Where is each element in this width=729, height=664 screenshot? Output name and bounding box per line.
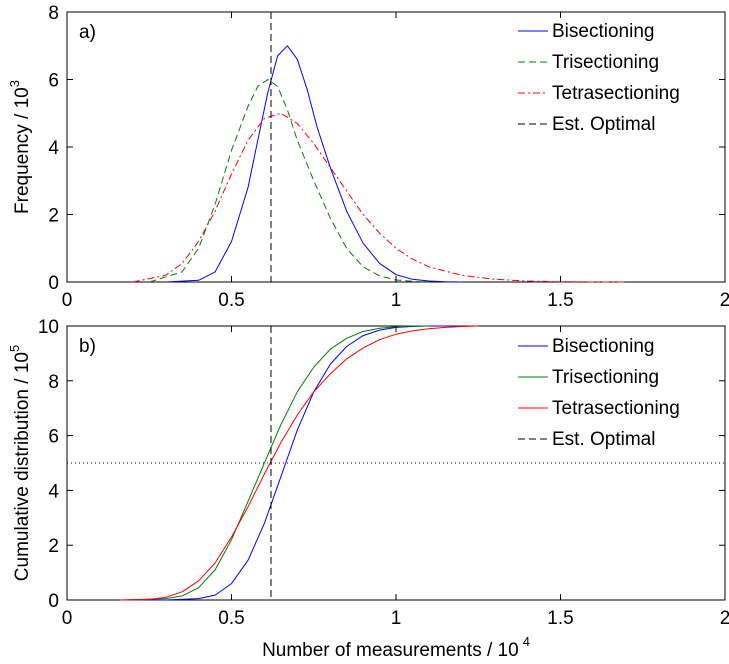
panel-b-legend-item: Trisectioning (518, 367, 659, 388)
panel-a-series (132, 12, 627, 283)
panel-b-legend-item: Est. Optimal (518, 429, 655, 450)
panel-b-legend-label: Trisectioning (552, 367, 659, 388)
panel-a-legend-item: Bisectioning (518, 21, 654, 42)
panel-b-ytick-label: 10 (38, 317, 59, 338)
panel-a: 0 0.5 1 1.5 2 0 2 4 6 8 a) Frequency / 103 Bisect… (7, 3, 729, 311)
panel-b-xtick-label: 1 (391, 608, 402, 629)
panel-b-ytick-label: 0 (48, 591, 59, 612)
panel-b-xtick-label: 1.5 (547, 608, 573, 629)
panel-b-series-tetrasectioning (119, 325, 479, 601)
panel-a-xtick-label: 0 (62, 290, 73, 311)
panel-b-legend-label: Est. Optimal (552, 429, 655, 450)
panel-a-series-bisectioning (165, 45, 462, 283)
panel-b-ticks: 0 0.5 1 1.5 2 0 2 4 6 8 10 (38, 317, 729, 629)
panel-b-ytick-label: 6 (48, 427, 59, 448)
panel-b: 0 0.5 1 1.5 2 0 2 4 6 8 10 b) Cumulative distribut… (7, 317, 729, 661)
panel-a-xtick-label: 0.5 (218, 290, 244, 311)
panel-b-legend-label: Tetrasectioning (552, 398, 680, 419)
panel-a-xtick-label: 2 (720, 290, 729, 311)
panel-b-legend: Bisectioning Trisectioning Tetrasectioning… (518, 336, 680, 450)
panel-a-legend-label: Tetrasectioning (552, 83, 680, 104)
panel-b-legend-item: Bisectioning (518, 336, 654, 357)
panel-b-series-bisectioning (119, 325, 462, 601)
panel-b-xlabel-text: Number of measurements / 10 (262, 640, 519, 661)
panel-b-ylabel: Cumulative distribution / 105 (7, 345, 33, 581)
panel-b-ytick-label: 2 (48, 536, 59, 557)
svg-text:Frequency / 103: Frequency / 103 (7, 80, 33, 214)
panel-a-ylabel-exponent: 3 (7, 80, 22, 87)
panel-b-xtick-label: 2 (720, 608, 729, 629)
panel-a-legend-item: Est. Optimal (518, 114, 655, 135)
panel-a-ytick-label: 8 (48, 3, 59, 24)
panel-a-xtick-label: 1 (391, 290, 402, 311)
panel-b-xlabel: Number of measurements / 10 4 (262, 634, 530, 661)
panel-b-label: b) (79, 336, 96, 357)
panel-b-series (119, 325, 479, 601)
panel-b-xlabel-exponent: 4 (523, 634, 530, 649)
panel-a-ytick-label: 2 (48, 206, 59, 227)
panel-b-legend-label: Bisectioning (552, 336, 654, 357)
panel-a-ytick-label: 0 (48, 273, 59, 294)
panel-a-series-trisectioning (149, 79, 429, 283)
panel-a-label: a) (79, 22, 96, 43)
panel-a-series-tetrasectioning (132, 112, 627, 283)
panel-a-xtick-label: 1.5 (547, 290, 573, 311)
svg-text:Cumulative distribution / 105: Cumulative distribution / 105 (7, 345, 33, 581)
panel-a-ylabel: Frequency / 103 (7, 80, 33, 214)
panel-a-legend: Bisectioning Trisectioning Tetrasectioning… (518, 21, 680, 135)
panel-a-legend-label: Trisectioning (552, 52, 659, 73)
panel-b-xtick-label: 0.5 (218, 608, 244, 629)
panel-b-xtick-label: 0 (62, 608, 73, 629)
panel-a-ylabel-text: Frequency / 10 (12, 87, 33, 214)
panel-a-ticks: 0 0.5 1 1.5 2 0 2 4 6 8 (48, 3, 729, 311)
panel-b-ytick-label: 8 (48, 372, 59, 393)
panel-b-ytick-label: 4 (48, 481, 59, 502)
panel-a-legend-label: Est. Optimal (552, 114, 655, 135)
panel-b-legend-item: Tetrasectioning (518, 398, 680, 419)
panel-a-legend-item: Trisectioning (518, 52, 659, 73)
panel-a-ytick-label: 4 (48, 138, 59, 159)
panel-b-series-trisectioning (119, 325, 429, 601)
panel-a-legend-label: Bisectioning (552, 21, 654, 42)
panel-a-ytick-label: 6 (48, 71, 59, 92)
panel-b-ylabel-exponent: 5 (7, 345, 22, 352)
panel-b-ylabel-text: Cumulative distribution / 10 (12, 352, 33, 581)
panel-a-legend-item: Tetrasectioning (518, 83, 680, 104)
